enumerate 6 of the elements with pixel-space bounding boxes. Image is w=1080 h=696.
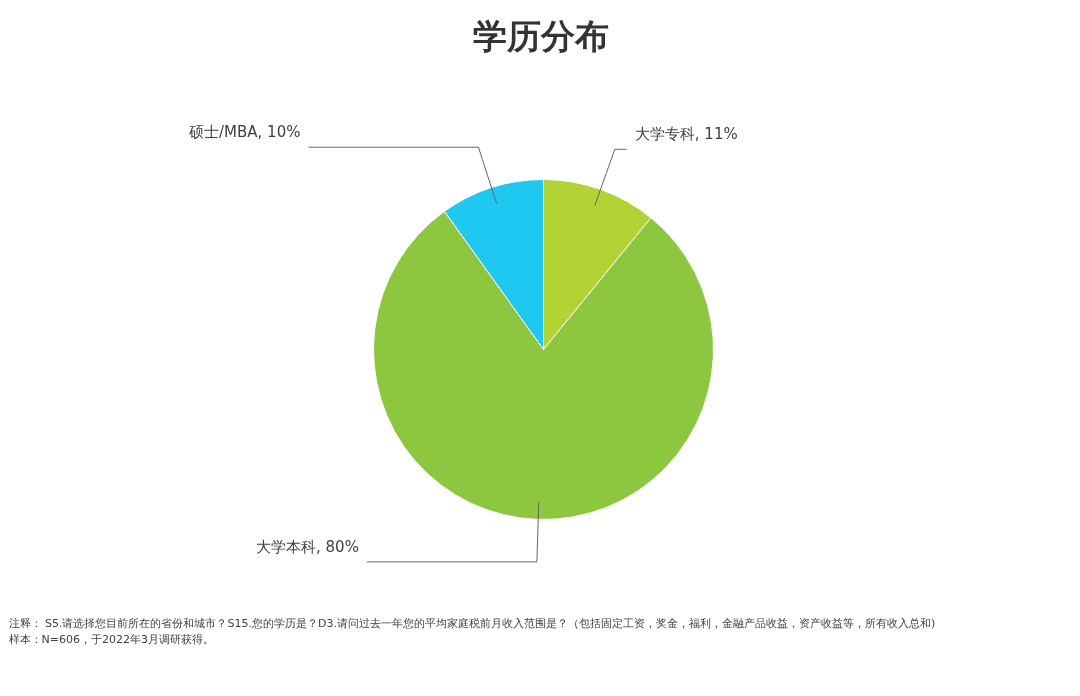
text: 样本：N=606，于2022年3月调研获得。	[8, 632, 214, 646]
chart-title: 学历分布	[472, 15, 609, 56]
slice-label: 硕士/MBA, 10%	[188, 123, 301, 142]
slice-label: 大学专科, 11%	[634, 125, 738, 144]
slice-label: 大学本科, 80%	[256, 537, 359, 556]
text: 注释： S5.请选择您目前所在的省份和城市？S15.您的学历是？D3.请问过去一年您的平均家庭税前月收入范围是？（包括固定工资，奖金，福利，金融产品收益，资产收益等，所有收入总和)	[8, 616, 936, 630]
